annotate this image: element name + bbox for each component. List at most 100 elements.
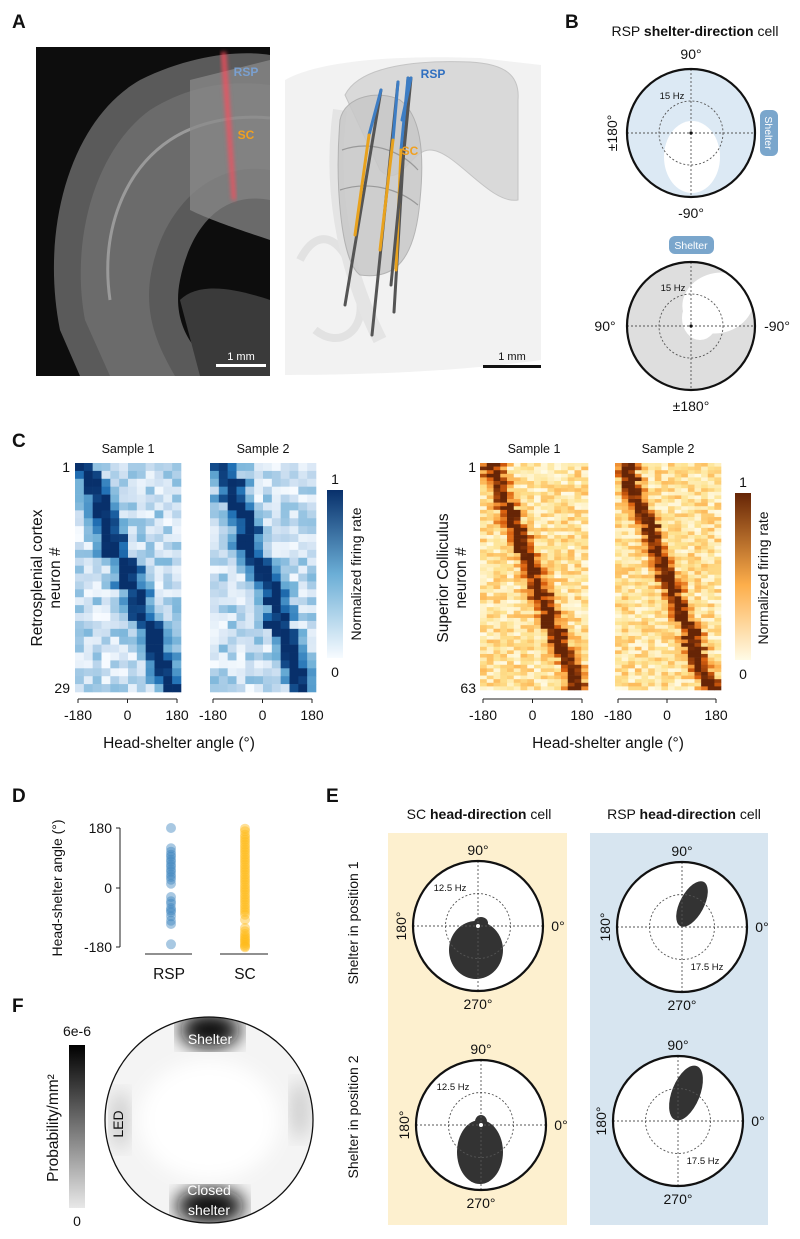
heatmap-cell: [227, 605, 237, 614]
heatmap-cell: [707, 632, 715, 637]
heatmap-cell: [648, 599, 656, 604]
heatmap-cell: [694, 466, 702, 471]
heatmap-cell: [615, 567, 622, 572]
heatmap-cell: [628, 596, 636, 601]
heatmap-cell: [621, 538, 629, 543]
heatmap-cell: [621, 567, 629, 572]
heatmap-cell: [547, 607, 555, 612]
heatmap-cell: [280, 557, 290, 566]
heatmap-cell: [681, 589, 689, 594]
heatmap-cell: [493, 502, 501, 507]
heatmap-cell: [674, 520, 682, 525]
heatmap-cell: [119, 526, 129, 535]
heatmap-cell: [110, 557, 120, 566]
heatmap-cell: [628, 556, 636, 561]
heatmap-cell: [500, 625, 508, 630]
heatmap-cell: [567, 671, 575, 676]
heatmap-cell: [554, 517, 562, 521]
heatmap-cell: [661, 686, 669, 691]
heatmap-cell: [687, 607, 695, 612]
heatmap-cell: [674, 668, 682, 673]
heatmap-cell: [634, 571, 642, 575]
heatmap-cell: [661, 625, 669, 630]
heatmap-cell: [654, 563, 662, 568]
scatter-point-rsp: [166, 919, 176, 929]
heatmap-cell: [263, 549, 273, 559]
heatmap-cell: [668, 517, 675, 521]
d-ytick-label: 0: [104, 880, 112, 896]
heatmap-cell: [480, 635, 488, 640]
heatmap-cell: [110, 549, 120, 559]
heatmap-cell: [701, 520, 709, 525]
heatmap-cell: [681, 621, 689, 626]
heatmap-cell: [574, 603, 582, 608]
heatmap-cell: [694, 635, 702, 640]
heatmap-cell: [581, 567, 589, 572]
firing-rate-blob: [457, 1120, 503, 1184]
heatmap-cell: [615, 585, 622, 590]
scatter-point-rsp: [166, 907, 176, 918]
heatmap-cell: [621, 617, 629, 622]
heatmap-cell: [271, 470, 281, 480]
heatmap-cell: [714, 499, 722, 503]
heatmap-cell: [668, 466, 675, 471]
heatmap-cell: [92, 541, 102, 551]
heatmap-cell: [654, 668, 662, 673]
heatmap-cell: [561, 466, 569, 471]
heatmap-cell: [119, 565, 129, 574]
heatmap-cell: [634, 499, 642, 503]
heatmap-cell: [561, 589, 569, 594]
heatmap-cell: [674, 650, 682, 655]
e-rsp-title: RSP head-direction cell: [607, 806, 761, 822]
heatmap-cell: [561, 563, 569, 568]
heatmap-cell: [307, 510, 317, 519]
heatmap-cell: [581, 560, 589, 565]
heatmap-cell: [634, 671, 642, 676]
heatmap-cell: [227, 541, 237, 551]
heatmap-cell: [581, 639, 589, 644]
heatmap-cell: [245, 549, 255, 559]
heatmap-cell: [714, 646, 722, 651]
heatmap-cell: [210, 486, 220, 495]
heatmap-cell: [554, 549, 562, 554]
heatmap-cell: [500, 664, 508, 669]
heatmap-cell: [534, 675, 542, 680]
heatmap-cell: [493, 513, 501, 518]
heatmap-cell: [687, 657, 695, 662]
heatmap-cell: [227, 589, 237, 598]
heatmap-cell: [707, 553, 715, 557]
heatmap-cell: [567, 463, 575, 467]
heatmap-cell: [513, 650, 521, 655]
heatmap-cell: [493, 545, 501, 550]
panel-label-c: C: [12, 431, 26, 452]
heatmap-cell: [701, 524, 709, 529]
heatmap-cell: [661, 466, 669, 471]
heatmap-cell: [687, 603, 695, 608]
heatmap-cell: [527, 599, 535, 604]
heatmap-cell: [674, 646, 682, 651]
heatmap-cell: [554, 589, 562, 594]
heatmap-cell: [92, 470, 102, 480]
heatmap-cell: [128, 518, 138, 527]
heatmap-cell: [615, 643, 622, 648]
heatmap-cell: [648, 556, 656, 561]
heatmap-cell: [687, 527, 695, 532]
heatmap-cell: [681, 509, 689, 514]
heatmap-cell: [163, 534, 173, 543]
heatmap-cell: [574, 571, 582, 575]
heatmap-cell: [628, 560, 636, 565]
heatmap-cell: [674, 596, 682, 601]
heatmap-cell: [648, 664, 656, 669]
histology-scalebar-label: 1 mm: [227, 351, 255, 363]
heatmap-cell: [574, 553, 582, 557]
heatmap-cell: [507, 657, 515, 662]
heatmap-cell: [561, 531, 569, 536]
heatmap-cell: [163, 589, 173, 598]
heatmap-cell: [581, 671, 589, 676]
heatmap-cell: [493, 653, 501, 658]
heatmap-cell: [154, 573, 164, 582]
polar-blobs: [676, 881, 708, 927]
heatmap-cell: [714, 495, 722, 500]
heatmap-cell: [527, 571, 535, 575]
heatmap-cell: [694, 506, 702, 511]
